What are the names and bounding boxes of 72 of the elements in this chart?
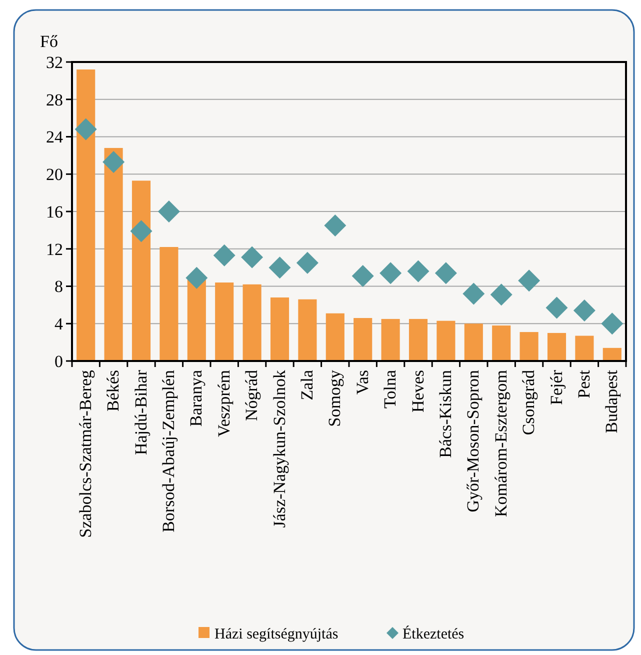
x-tick-label: Tolna bbox=[380, 370, 400, 408]
legend-label: Házi segítségnyújtás bbox=[214, 626, 338, 642]
point bbox=[407, 260, 430, 282]
point bbox=[158, 200, 180, 222]
bar bbox=[215, 282, 234, 361]
bar bbox=[187, 280, 206, 361]
point bbox=[296, 252, 318, 274]
bar bbox=[520, 332, 538, 361]
y-tick-label: 24 bbox=[46, 128, 64, 147]
x-tick-label: Nógrád bbox=[242, 370, 262, 421]
bar bbox=[464, 324, 483, 361]
bar bbox=[381, 318, 400, 361]
y-tick-label: 4 bbox=[54, 314, 64, 334]
point bbox=[324, 214, 346, 237]
bar bbox=[326, 313, 344, 361]
x-tick-label: Baranya bbox=[186, 370, 206, 427]
bar bbox=[242, 284, 262, 361]
x-tick-label: Komárom-Esztergom bbox=[491, 370, 510, 517]
point bbox=[186, 266, 208, 289]
x-tick-label: Vas bbox=[352, 370, 372, 395]
point bbox=[213, 244, 236, 266]
y-axis-title: Fő bbox=[40, 32, 58, 51]
point bbox=[601, 312, 624, 335]
x-tick-label: Jász-Nagykun-Szolnok bbox=[270, 370, 289, 528]
y-tick-label: 0 bbox=[54, 352, 63, 371]
bar bbox=[408, 318, 428, 361]
y-tick-label: 16 bbox=[46, 202, 63, 222]
x-tick-label: Csongrád bbox=[519, 370, 538, 436]
bar bbox=[76, 69, 96, 361]
y-tick-label: 28 bbox=[46, 90, 63, 110]
y-tick-label: 20 bbox=[46, 165, 63, 184]
x-tick-label: Szabolcs-Szatmár-Bereg bbox=[76, 370, 95, 538]
x-tick-label: Budapest bbox=[602, 370, 622, 434]
bar bbox=[436, 320, 456, 361]
bar bbox=[104, 148, 123, 361]
point bbox=[102, 150, 125, 173]
legend-label: Étkeztetés bbox=[402, 625, 464, 642]
bar bbox=[575, 336, 594, 361]
x-tick-label: Somogy bbox=[325, 370, 344, 427]
bar bbox=[354, 318, 372, 361]
bar bbox=[298, 299, 317, 361]
point bbox=[490, 284, 512, 306]
y-tick-label: 8 bbox=[54, 277, 63, 296]
x-tick-label: Heves bbox=[408, 370, 428, 412]
point bbox=[546, 296, 568, 319]
x-tick-label: Zala bbox=[297, 370, 316, 400]
x-tick-label: Fejér bbox=[546, 370, 566, 405]
y-tick-label: 12 bbox=[46, 240, 63, 259]
y-tick-label: 32 bbox=[46, 52, 63, 72]
point bbox=[130, 220, 152, 242]
x-tick-label: Győr-Moson-Sopron bbox=[464, 370, 483, 512]
bar bbox=[160, 247, 178, 361]
point bbox=[241, 246, 264, 268]
point bbox=[518, 270, 540, 292]
bar bbox=[492, 325, 511, 361]
bar bbox=[270, 297, 290, 361]
x-tick-label: Veszprém bbox=[214, 370, 234, 438]
bar bbox=[132, 180, 151, 361]
bar bbox=[547, 332, 566, 361]
point bbox=[380, 262, 402, 284]
point bbox=[573, 300, 596, 322]
point bbox=[352, 264, 374, 287]
point bbox=[74, 118, 97, 140]
x-tick-label: Békés bbox=[104, 370, 123, 412]
x-tick-label: Borsod-Abaúj-Zemplén bbox=[158, 370, 178, 532]
x-tick-label: Bács-Kiskun bbox=[436, 370, 455, 458]
x-tick-label: Hajdú-Bihar bbox=[131, 370, 150, 455]
point bbox=[462, 282, 485, 305]
bar bbox=[602, 348, 622, 361]
x-tick-label: Pest bbox=[574, 370, 594, 398]
point bbox=[434, 262, 457, 284]
point bbox=[268, 256, 291, 279]
